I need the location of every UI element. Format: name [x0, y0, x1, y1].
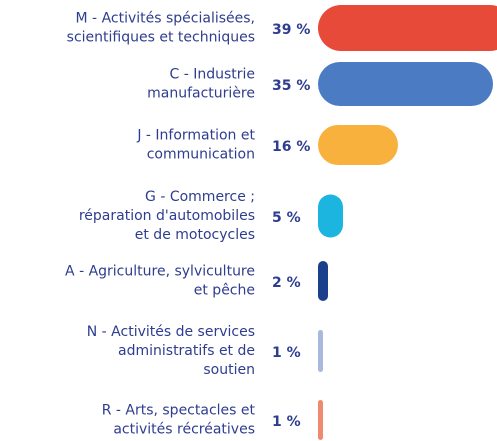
category-label: A - Agriculture, sylviculture	[65, 264, 255, 280]
category-label: J - Information et	[136, 128, 255, 144]
category-label: soutien	[203, 362, 255, 378]
category-label: et de motocycles	[135, 227, 255, 243]
bar	[318, 194, 343, 238]
value-label: 35 %	[272, 78, 310, 94]
bar	[318, 62, 493, 106]
category-label: G - Commerce ;	[145, 189, 255, 205]
category-label: réparation d'automobiles	[79, 208, 255, 224]
category-label: R - Arts, spectacles et	[102, 403, 256, 419]
category-label: administratifs et de	[118, 343, 255, 359]
value-label: 1 %	[272, 345, 301, 361]
category-label: communication	[147, 147, 255, 163]
value-label: 1 %	[272, 414, 301, 430]
value-label: 2 %	[272, 275, 301, 291]
bar	[318, 261, 328, 301]
category-label: activités récréatives	[113, 422, 255, 438]
bar	[318, 400, 323, 440]
bar	[318, 330, 323, 372]
category-label: manufacturière	[147, 86, 255, 102]
bar	[318, 5, 497, 51]
category-label: M - Activités spécialisées,	[76, 11, 255, 27]
value-label: 16 %	[272, 139, 310, 155]
value-label: 5 %	[272, 210, 301, 226]
category-label: scientifiques et techniques	[67, 30, 255, 46]
bar	[318, 125, 398, 165]
category-label: et pêche	[194, 283, 255, 299]
category-label: C - Industrie	[169, 67, 255, 83]
value-label: 39 %	[272, 22, 310, 38]
category-label: N - Activités de services	[87, 324, 255, 340]
